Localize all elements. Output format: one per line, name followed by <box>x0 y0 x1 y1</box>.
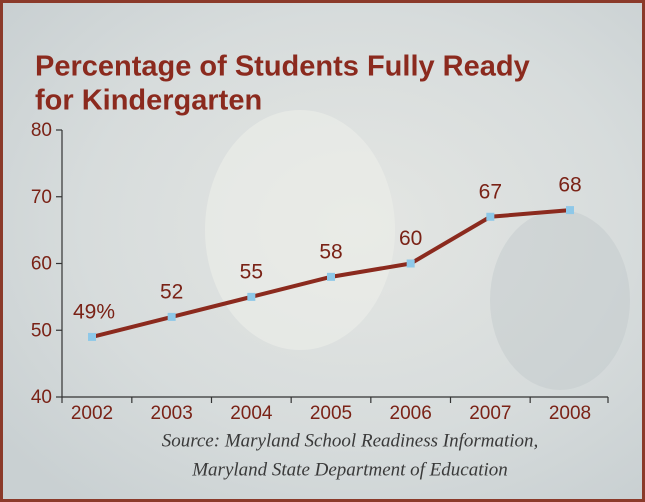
marker <box>407 260 415 268</box>
x-tick-label: 2005 <box>310 403 352 424</box>
background-shape <box>490 210 630 390</box>
x-tick-label: 2003 <box>151 403 193 424</box>
x-tick-label: 2002 <box>71 403 113 424</box>
source-note: Source: Maryland School Readiness Inform… <box>162 430 539 451</box>
marker <box>88 333 96 341</box>
x-tick-label: 2007 <box>469 403 511 424</box>
chart: Percentage of Students Fully Ready for K… <box>0 0 645 502</box>
data-label: 55 <box>240 260 263 283</box>
data-label: 68 <box>558 174 581 197</box>
chart-title: Percentage of Students Fully Ready <box>35 51 530 83</box>
background-shape <box>205 110 395 350</box>
data-label: 67 <box>479 180 502 203</box>
y-tick-label: 80 <box>31 120 52 141</box>
y-tick-label: 60 <box>31 254 52 275</box>
data-label: 58 <box>319 240 342 263</box>
y-tick-label: 70 <box>31 187 52 208</box>
data-label: 60 <box>399 227 422 250</box>
marker <box>566 206 574 214</box>
data-label: 49% <box>73 300 115 323</box>
marker <box>247 293 255 301</box>
marker <box>486 213 494 221</box>
y-tick-label: 40 <box>31 387 52 408</box>
x-tick-label: 2004 <box>230 403 273 424</box>
x-tick-label: 2006 <box>390 403 432 424</box>
x-tick-label: 2008 <box>549 403 591 424</box>
chart-title: for Kindergarten <box>35 85 262 117</box>
y-tick-label: 50 <box>31 320 52 341</box>
marker <box>327 273 335 281</box>
marker <box>168 313 176 321</box>
source-note: Maryland State Department of Education <box>191 459 508 480</box>
data-label: 52 <box>160 280 183 303</box>
